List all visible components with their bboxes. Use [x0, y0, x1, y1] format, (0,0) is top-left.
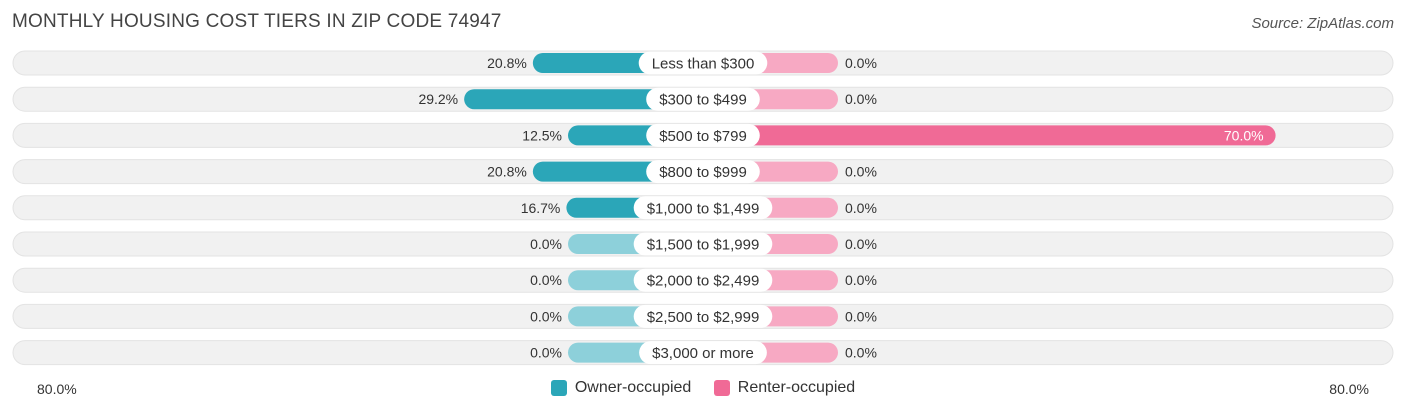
owner-value-label: 20.8% [487, 55, 527, 71]
legend-swatch-renter [713, 380, 730, 396]
renter-value-label: 0.0% [845, 200, 877, 216]
owner-value-label: 12.5% [522, 127, 562, 143]
owner-value-label: 0.0% [530, 345, 562, 361]
axis-right-label: 80.0% [1329, 381, 1369, 397]
category-label: $1,500 to $1,999 [647, 237, 760, 254]
category-label: $2,500 to $2,999 [647, 309, 760, 326]
category-label: $3,000 or more [652, 345, 754, 362]
chart-title: MONTHLY HOUSING COST TIERS IN ZIP CODE 7… [12, 11, 502, 32]
category-pill [646, 87, 760, 111]
renter-value-label: 0.0% [845, 345, 877, 361]
category-label: Less than $300 [652, 56, 755, 73]
category-pill [639, 341, 767, 365]
owner-value-label: 20.8% [487, 164, 527, 180]
renter-value-label: 0.0% [845, 164, 877, 180]
category-pill [646, 123, 760, 147]
chart-source: Source: ZipAtlas.com [1251, 15, 1394, 32]
owner-value-label: 0.0% [530, 236, 562, 252]
renter-value-label: 0.0% [845, 308, 877, 324]
category-pill [646, 160, 760, 184]
category-label: $1,000 to $1,499 [647, 200, 760, 217]
legend-item-renter: Renter-occupied [713, 379, 856, 397]
category-label: $2,000 to $2,499 [647, 273, 760, 290]
axis-left-label: 80.0% [37, 381, 77, 397]
legend-label-owner: Owner-occupied [574, 379, 692, 396]
renter-value-label: 70.0% [1224, 127, 1264, 143]
owner-bar [464, 89, 703, 110]
owner-value-label: 0.0% [530, 308, 562, 324]
category-pill [633, 196, 773, 220]
renter-value-label: 0.0% [845, 272, 877, 288]
owner-value-label: 29.2% [418, 91, 458, 107]
category-label: $800 to $999 [659, 164, 747, 181]
category-pill [638, 51, 768, 75]
legend-label-renter: Renter-occupied [737, 379, 856, 396]
category-pill [633, 232, 773, 256]
legend-swatch-owner [550, 380, 567, 396]
legend-item-owner: Owner-occupied [550, 379, 692, 397]
renter-value-label: 0.0% [845, 236, 877, 252]
category-pill [633, 304, 773, 328]
category-label: $300 to $499 [659, 92, 747, 109]
legend: Owner-occupied Renter-occupied [0, 379, 1406, 401]
renter-value-label: 0.0% [845, 91, 877, 107]
owner-value-label: 16.7% [521, 200, 561, 216]
category-pill [633, 268, 773, 292]
renter-value-label: 0.0% [845, 55, 877, 71]
renter-bar [703, 125, 1276, 146]
owner-value-label: 0.0% [530, 272, 562, 288]
category-label: $500 to $799 [659, 128, 747, 145]
